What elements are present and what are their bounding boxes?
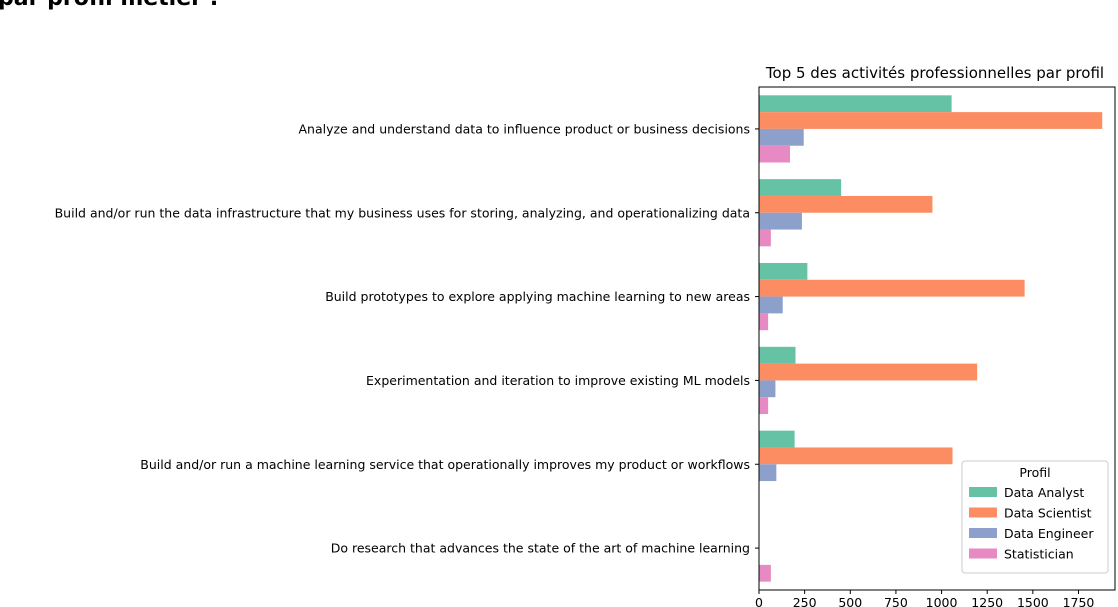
bar-data-scientist-0 (759, 112, 1103, 129)
bar-statistician-3 (759, 397, 769, 415)
bar-data-scientist-4 (759, 447, 953, 465)
bar-data-analyst-4 (759, 430, 795, 448)
legend-label: Statistician (1004, 547, 1074, 562)
bar-data-engineer-1 (759, 212, 802, 230)
bar-data-analyst-2 (759, 262, 808, 280)
x-axis: 0 250 500 750 1000 1250 1500 1750 (755, 590, 1094, 607)
y-axis: Analyze and understand data to influence… (55, 121, 759, 556)
legend-swatch (969, 528, 997, 538)
y-tick-label: Analyze and understand data to influence… (298, 121, 750, 136)
section-heading: par profil métier : (0, 0, 218, 11)
plot-frame (758, 86, 1116, 591)
legend-swatch (969, 507, 997, 518)
bar-data-analyst-0 (759, 95, 952, 113)
y-tick-label: Do research that advances the state of t… (331, 541, 750, 556)
bar-data-analyst-3 (759, 346, 796, 364)
y-tick-label: Build prototypes to explore applying mac… (325, 289, 750, 304)
x-tick-label: 0 (755, 595, 763, 607)
x-tick-label: 1500 (1017, 595, 1049, 607)
legend-swatch (969, 548, 997, 559)
bar-statistician-5 (759, 564, 771, 582)
y-tick-label: Build and/or run a machine learning serv… (140, 457, 750, 472)
bar-data-engineer-2 (759, 296, 783, 314)
x-tick-label: 500 (838, 595, 862, 607)
legend-label: Data Scientist (1004, 506, 1092, 521)
legend-swatch (969, 487, 997, 497)
bar-data-scientist-3 (759, 363, 978, 381)
bar-statistician-1 (759, 229, 771, 247)
bar-statistician-0 (759, 145, 791, 163)
bar-data-scientist-2 (759, 279, 1025, 297)
legend-label: Data Engineer (1004, 526, 1094, 541)
x-tick-label: 750 (884, 595, 908, 607)
legend-title: Profil (1019, 465, 1050, 480)
bar-data-engineer-3 (759, 380, 776, 398)
bar-data-scientist-1 (759, 195, 933, 213)
x-tick-label: 1000 (926, 595, 958, 607)
chart-title: Top 5 des activités professionnelles par… (765, 64, 1104, 82)
x-tick-label: 1750 (1063, 595, 1095, 607)
bar-data-engineer-0 (759, 128, 804, 146)
legend: Profil Data Analyst Data Scientist Data Eng… (961, 460, 1109, 574)
bars-group (759, 95, 1103, 582)
bar-statistician-2 (759, 313, 769, 331)
y-tick-label: Build and/or run the data infrastructure… (55, 205, 750, 220)
y-tick-label: Experimentation and iteration to improve… (366, 373, 750, 388)
x-tick-label: 1250 (971, 595, 1003, 607)
x-tick-label: 250 (793, 595, 817, 607)
legend-label: Data Analyst (1004, 485, 1084, 500)
bar-data-engineer-4 (759, 464, 777, 482)
legend-box (961, 460, 1109, 574)
bar-data-analyst-1 (759, 179, 842, 196)
